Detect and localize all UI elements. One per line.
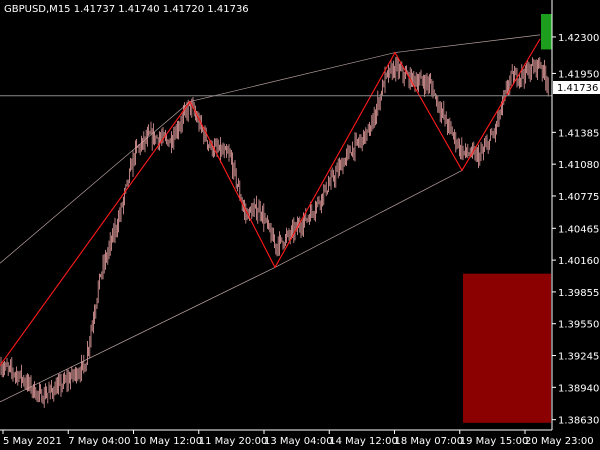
bullish-signal-box (541, 14, 552, 50)
zigzag-lines (0, 38, 541, 366)
x-tick-label: 13 May 04:00 (264, 436, 333, 447)
y-tick-label: 1.40160 (558, 256, 599, 267)
x-tick-label: 20 May 23:00 (525, 436, 594, 447)
x-tick-label: 14 May 12:00 (329, 436, 398, 447)
x-tick-label: 19 May 15:00 (460, 436, 529, 447)
x-tick-label: 18 May 07:00 (395, 436, 464, 447)
y-tick-label: 1.41950 (558, 69, 599, 80)
indicator-boxes (463, 14, 552, 423)
y-tick-label: 1.39550 (558, 320, 599, 331)
y-tick-label: 1.38940 (558, 383, 599, 394)
y-tick-label: 1.39855 (558, 288, 599, 299)
x-tick-label: 5 May 2021 (3, 436, 62, 447)
channel-upper-line (0, 34, 541, 264)
current-price-marker (553, 81, 600, 94)
y-tick-label: 1.42300 (558, 33, 599, 44)
candles-layer (0, 55, 549, 408)
y-tick-label: 1.38630 (558, 416, 599, 427)
y-tick-label: 1.41080 (558, 160, 599, 171)
x-tick-label: 7 May 04:00 (68, 436, 130, 447)
x-tick-label: 10 May 12:00 (134, 436, 203, 447)
y-tick-label: 1.39245 (558, 352, 599, 363)
bearish-signal-box (463, 273, 551, 423)
x-tick-label: 11 May 20:00 (199, 436, 268, 447)
y-tick-label: 1.40465 (558, 224, 599, 235)
current-price-label: 1.41736 (557, 83, 598, 94)
chart-title: GBPUSD,M15 1.41737 1.41740 1.41720 1.417… (4, 4, 249, 15)
y-tick-label: 1.40775 (558, 192, 599, 203)
price-axis: 1.42300 1.41950 1.41385 1.41080 1.40775 1.404… (552, 33, 599, 427)
y-tick-label: 1.41385 (558, 128, 599, 139)
zigzag-line (0, 38, 541, 366)
